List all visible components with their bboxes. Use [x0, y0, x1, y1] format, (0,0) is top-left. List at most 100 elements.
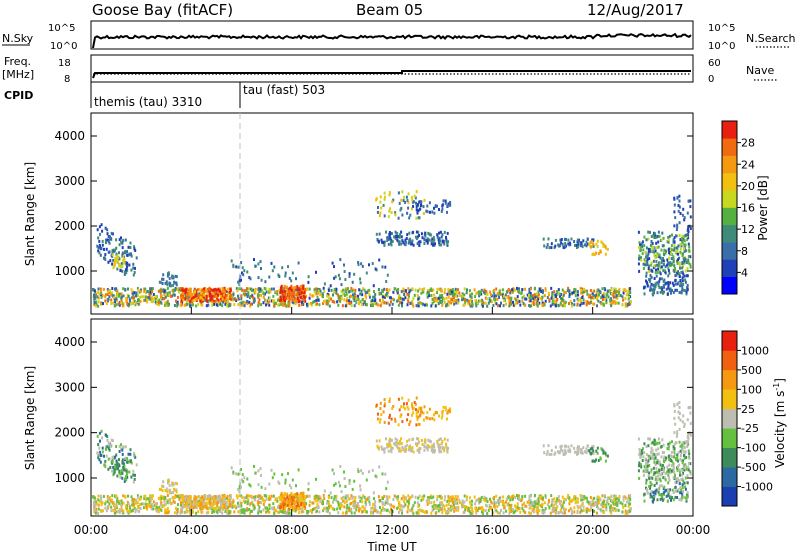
scatter-cell [656, 271, 659, 274]
scatter-cell [99, 245, 102, 249]
scatter-cell [411, 302, 414, 306]
scatter-cell [152, 505, 155, 508]
scatter-cell [120, 447, 123, 451]
scatter-cell [677, 281, 680, 285]
scatter-cell [309, 293, 312, 297]
scatter-cell [314, 510, 317, 514]
scatter-cell [290, 279, 293, 283]
scatter-cell [382, 497, 384, 500]
scatter-cell [611, 500, 613, 504]
scatter-cell [676, 272, 678, 276]
scatter-cell [133, 296, 135, 300]
scatter-cell [644, 260, 647, 264]
scatter-cell [528, 296, 531, 299]
scatter-cell [543, 244, 546, 248]
scatter-cell [524, 504, 526, 508]
scatter-cell [306, 287, 309, 291]
scatter-cell [163, 293, 166, 297]
scatter-cell [541, 295, 544, 299]
scatter-cell [380, 238, 383, 242]
scatter-cell [246, 494, 249, 498]
scatter-cell [281, 503, 284, 507]
scatter-cell [441, 203, 444, 207]
scatter-cell [227, 498, 230, 502]
scatter-cell [191, 500, 193, 504]
scatter-cell [591, 302, 594, 306]
scatter-cell [493, 496, 496, 499]
scatter-cell [447, 291, 450, 295]
scatter-cell [603, 287, 606, 290]
scatter-cell [637, 262, 640, 266]
scatter-cell [281, 296, 284, 299]
scatter-cell [554, 238, 557, 242]
scatter-cell [676, 246, 679, 250]
colorbar-swatch [722, 259, 737, 277]
scatter-cell [346, 287, 349, 291]
scatter-cell [115, 494, 118, 498]
scatter-cell [596, 504, 599, 508]
scatter-cell [554, 303, 557, 307]
scatter-cell [566, 289, 569, 292]
scatter-cell [218, 287, 221, 291]
scatter-cell [546, 296, 549, 299]
scatter-cell [379, 506, 381, 509]
scatter-cell [118, 500, 121, 503]
scatter-cell [565, 291, 567, 295]
scatter-cell [560, 504, 562, 507]
scatter-cell [622, 288, 625, 292]
scatter-cell [289, 499, 292, 503]
scatter-cell [411, 509, 414, 513]
scatter-cell [342, 292, 345, 296]
scatter-cell [416, 235, 419, 239]
scatter-cell [176, 510, 179, 514]
scatter-cell [508, 304, 511, 308]
scatter-cell [493, 504, 496, 508]
scatter-cell [106, 288, 109, 291]
scatter-cell [465, 498, 468, 502]
scatter-cell [236, 496, 239, 500]
scatter-cell [161, 489, 164, 492]
scatter-cell [219, 302, 222, 306]
scatter-cell [104, 500, 107, 504]
scatter-cell [126, 301, 129, 305]
cpid-1-label: themis (tau) 3310 [94, 95, 202, 109]
scatter-cell [564, 508, 567, 512]
scatter-cell [258, 293, 261, 297]
scatter-cell [657, 283, 660, 287]
scatter-cell [647, 250, 650, 254]
scatter-cell [560, 238, 563, 241]
scatter-cell [214, 506, 217, 510]
scatter-cell [283, 491, 286, 495]
scatter-cell [510, 296, 513, 300]
scatter-cell [379, 298, 381, 302]
scatter-cell [379, 511, 382, 515]
scatter-cell [541, 498, 544, 502]
scatter-cell [505, 302, 507, 306]
scatter-cell [517, 289, 520, 293]
scatter-cell [252, 503, 255, 507]
colorbar-tick-label: 16 [741, 202, 755, 215]
scatter-cell [313, 497, 316, 501]
scatter-cell [110, 509, 113, 513]
scatter-cell [262, 301, 265, 305]
scatter-cell [565, 498, 567, 502]
scatter-cell [120, 292, 123, 296]
scatter-cell [124, 270, 126, 274]
scatter-cell [534, 493, 536, 497]
scatter-cell [628, 296, 631, 299]
scatter-cell [529, 299, 532, 303]
scatter-cell [287, 293, 290, 297]
scatter-cell [333, 300, 336, 304]
scatter-cell [131, 499, 134, 503]
scatter-cell [279, 286, 282, 290]
scatter-cell [622, 495, 625, 499]
scatter-cell [661, 244, 664, 248]
scatter-cell [518, 291, 521, 295]
scatter-cell [446, 292, 449, 296]
scatter-cell [238, 279, 241, 283]
scatter-cell [555, 502, 558, 506]
scatter-cell [275, 290, 278, 294]
colorbar-swatch [722, 276, 737, 295]
scatter-cell [321, 292, 324, 296]
scatter-cell [672, 262, 675, 266]
